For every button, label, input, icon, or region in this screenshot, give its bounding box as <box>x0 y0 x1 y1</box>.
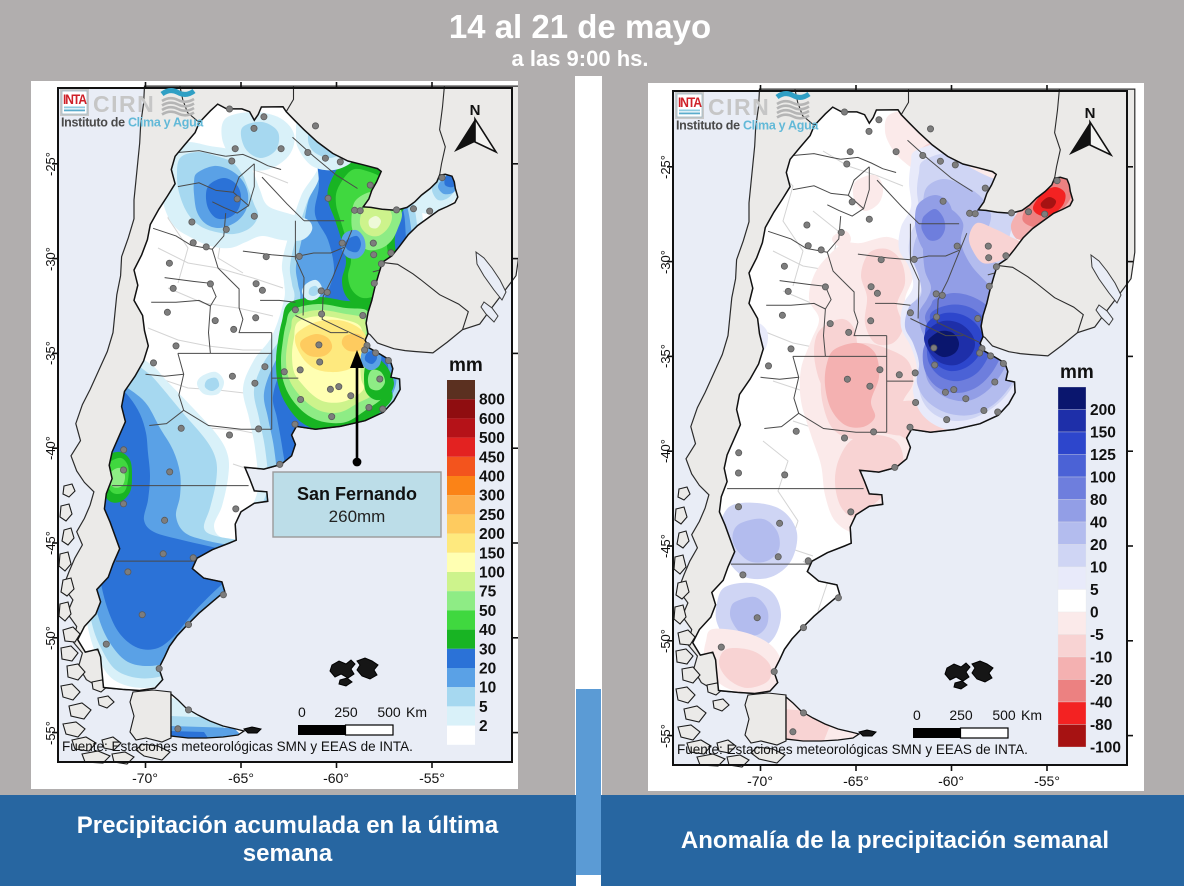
svg-text:200: 200 <box>1090 402 1116 419</box>
svg-text:0: 0 <box>913 707 921 723</box>
svg-text:10: 10 <box>479 680 496 697</box>
svg-text:500: 500 <box>377 704 401 720</box>
svg-text:100: 100 <box>479 565 505 582</box>
svg-text:300: 300 <box>479 488 505 505</box>
svg-text:20: 20 <box>1090 537 1107 554</box>
svg-text:-100: -100 <box>1090 740 1121 757</box>
svg-text:150: 150 <box>479 545 505 562</box>
svg-text:150: 150 <box>1090 425 1116 442</box>
svg-text:400: 400 <box>479 469 505 486</box>
svg-text:80: 80 <box>1090 492 1107 509</box>
svg-text:50: 50 <box>479 603 496 620</box>
svg-text:-40: -40 <box>1090 695 1112 712</box>
svg-text:mm: mm <box>449 355 483 376</box>
svg-text:0: 0 <box>1090 605 1099 622</box>
svg-text:200: 200 <box>479 526 505 543</box>
svg-text:-5: -5 <box>1090 627 1104 644</box>
svg-text:-80: -80 <box>1090 717 1112 734</box>
svg-text:75: 75 <box>479 584 497 601</box>
svg-text:Km: Km <box>1021 707 1042 723</box>
svg-text:5: 5 <box>479 699 488 716</box>
svg-text:-10: -10 <box>1090 650 1112 667</box>
svg-text:0: 0 <box>298 704 306 720</box>
svg-text:mm: mm <box>1060 362 1094 383</box>
svg-text:N: N <box>1085 105 1096 122</box>
svg-text:Instituto de Clima y Agua: Instituto de Clima y Agua <box>61 116 204 130</box>
svg-text:500: 500 <box>992 707 1016 723</box>
svg-text:Fuente: Estaciones meteorológi: Fuente: Estaciones meteorológicas SMN y … <box>62 739 413 754</box>
svg-text:800: 800 <box>479 392 505 409</box>
svg-text:-20: -20 <box>1090 672 1112 689</box>
svg-text:30: 30 <box>479 641 496 658</box>
svg-text:40: 40 <box>1090 515 1107 532</box>
svg-text:250: 250 <box>949 707 973 723</box>
svg-text:CIRN: CIRN <box>708 94 770 120</box>
svg-text:125: 125 <box>1090 447 1116 464</box>
svg-text:450: 450 <box>479 449 505 466</box>
svg-text:600: 600 <box>479 411 505 428</box>
svg-text:INTA: INTA <box>63 91 87 107</box>
svg-text:20: 20 <box>479 661 496 678</box>
svg-text:5: 5 <box>1090 582 1099 599</box>
svg-text:Fuente: Estaciones meteorológi: Fuente: Estaciones meteorológicas SMN y … <box>677 742 1028 757</box>
svg-text:INTA: INTA <box>678 94 702 110</box>
svg-text:San Fernando: San Fernando <box>297 484 417 504</box>
svg-text:Km: Km <box>406 704 427 720</box>
svg-text:250: 250 <box>479 507 505 524</box>
svg-text:250: 250 <box>334 704 358 720</box>
svg-text:N: N <box>470 102 481 119</box>
svg-text:100: 100 <box>1090 470 1116 487</box>
svg-text:40: 40 <box>479 622 496 639</box>
svg-text:500: 500 <box>479 430 505 447</box>
svg-text:260mm: 260mm <box>329 507 386 526</box>
svg-text:Instituto de Clima y Agua: Instituto de Clima y Agua <box>676 119 819 133</box>
svg-text:CIRN: CIRN <box>93 91 155 117</box>
svg-text:2: 2 <box>479 718 488 735</box>
svg-text:10: 10 <box>1090 560 1107 577</box>
